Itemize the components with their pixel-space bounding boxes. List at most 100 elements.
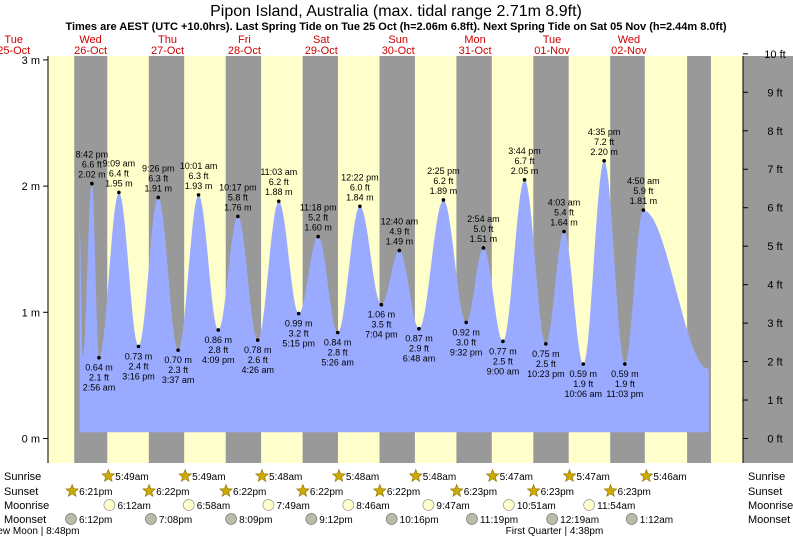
low-tide-feet: 3.2 ft — [289, 329, 310, 339]
low-tide-metres: 0.75 m — [532, 349, 560, 359]
high-tide-metres: 2.20 m — [590, 147, 618, 157]
low-tide-point — [581, 362, 586, 366]
sunset-time: 6:22pm — [387, 487, 420, 498]
moonset-time: 1:12am — [640, 515, 673, 526]
tide-area — [79, 160, 709, 433]
high-tide-metres: 2.05 m — [511, 166, 539, 176]
high-tide-feet: 5.2 ft — [308, 213, 329, 223]
sunrise-time: 5:49am — [192, 472, 225, 483]
moonrise-icon — [583, 499, 595, 511]
sunset-icon — [526, 483, 541, 497]
high-tide-time: 10:17 pm — [219, 182, 257, 192]
moonrise-time: 10:51am — [517, 501, 556, 512]
high-tide-time: 11:18 pm — [300, 203, 337, 213]
moonset-time: 8:09pm — [239, 515, 272, 526]
high-tide-point — [316, 234, 320, 239]
right-axis-tick-label: 3 ft — [767, 318, 782, 330]
high-tide-point — [441, 198, 446, 202]
low-tide-feet: 1.9 ft — [615, 379, 636, 389]
high-tide-feet: 6.3 ft — [148, 173, 169, 183]
low-tide-point — [176, 348, 180, 352]
high-tide-feet: 5.0 ft — [473, 224, 494, 234]
sunrise-icon — [485, 468, 500, 482]
high-tide-time: 4:35 pm — [588, 127, 621, 137]
sunset-time: 6:21pm — [79, 487, 112, 498]
low-tide-feet: 2.5 ft — [493, 356, 514, 366]
high-tide-feet: 5.9 ft — [633, 186, 654, 196]
moonrise-icon — [422, 499, 435, 511]
low-tide-time: 7:04 pm — [365, 330, 398, 340]
day-label-date: 26-Oct — [74, 45, 107, 57]
low-tide-feet: 2.9 ft — [409, 344, 430, 354]
low-tide-metres: 0.87 m — [405, 334, 433, 344]
left-axis-tick-label: 0 m — [22, 434, 40, 446]
low-tide-point — [335, 330, 340, 335]
sunset-icon — [65, 483, 80, 497]
sunrise-time: 5:48am — [423, 472, 456, 483]
high-tide-time: 2:25 pm — [427, 166, 460, 176]
right-axis-tick-label: 6 ft — [767, 203, 782, 215]
day-label-weekday: Thu — [158, 34, 177, 46]
low-tide-point — [216, 328, 221, 332]
sunset-time: 6:23pm — [464, 487, 497, 498]
high-tide-feet: 5.8 ft — [228, 192, 249, 202]
astro-row-label-left: Sunrise — [4, 471, 41, 483]
low-tide-point — [501, 339, 505, 344]
low-tide-metres: 0.73 m — [125, 351, 153, 361]
low-tide-metres: 0.84 m — [324, 337, 352, 347]
sunset-icon — [372, 483, 387, 497]
low-tide-time: 9:32 pm — [450, 347, 483, 357]
tide-curve — [79, 160, 709, 433]
low-tide-metres: 0.77 m — [489, 346, 517, 356]
moonrise-time: 8:46am — [356, 501, 389, 512]
chart-title: Pipon Island, Australia (max. tidal rang… — [210, 3, 582, 20]
moonrise-icon — [342, 499, 355, 511]
moonset-icon — [466, 513, 478, 525]
high-tide-metres: 1.81 m — [630, 196, 658, 206]
high-tide-feet: 6.3 ft — [189, 171, 210, 181]
low-tide-time: 10:06 am — [565, 389, 603, 399]
right-axis-tick-label: 0 ft — [767, 434, 782, 446]
high-tide-point — [481, 246, 486, 250]
high-tide-metres: 1.60 m — [304, 223, 332, 233]
day-label-weekday: Fri — [238, 34, 251, 46]
astro-table: Sunrise Sunrise Sunset Sunset Moonrise Moonri… — [0, 468, 793, 537]
low-tide-metres: 0.78 m — [244, 345, 272, 355]
low-tide-feet: 2.8 ft — [208, 345, 229, 355]
low-tide-metres: 0.64 m — [85, 363, 113, 373]
sunrise-time: 5:48am — [269, 472, 302, 483]
high-tide-feet: 5.4 ft — [554, 208, 575, 218]
sunset-time: 6:23pm — [541, 487, 574, 498]
day-label-date: 02-Nov — [611, 45, 647, 57]
low-tide-metres: 0.86 m — [204, 335, 232, 345]
day-label-date: 28-Oct — [228, 45, 261, 57]
day-label-date: 27-Oct — [151, 45, 184, 57]
sunrise-icon — [255, 468, 269, 482]
sunset-icon — [219, 483, 233, 497]
sunset-icon — [295, 483, 310, 497]
low-tide-time: 5:26 am — [321, 357, 354, 367]
right-axis-tick-label: 4 ft — [767, 280, 782, 292]
astro-row-label-right: Moonset — [748, 514, 790, 526]
day-label-weekday: Wed — [618, 34, 640, 46]
moonset-time: 6:12pm — [79, 515, 112, 526]
low-tide-point — [255, 338, 260, 342]
day-label-date: 29-Oct — [305, 45, 338, 57]
high-tide-metres: 1.88 m — [265, 187, 293, 197]
astro-row-label-right: Moonrise — [748, 500, 793, 512]
sunrise-icon — [101, 468, 116, 482]
low-tide-point — [417, 326, 421, 331]
day-label-weekday: Sun — [388, 34, 408, 46]
right-axis-tick-label: 1 ft — [767, 395, 782, 407]
day-label-date: 01-Nov — [534, 45, 570, 57]
moonrise-time: 6:12am — [117, 501, 150, 512]
moonset-icon — [546, 513, 559, 525]
low-tide-feet: 2.6 ft — [248, 355, 269, 365]
low-tide-feet: 2.5 ft — [536, 359, 557, 369]
high-tide-point — [358, 204, 362, 209]
high-tide-point — [562, 229, 566, 234]
sunset-icon — [449, 483, 464, 497]
sunset-time: 6:22pm — [156, 487, 189, 498]
high-tide-point — [196, 193, 201, 197]
